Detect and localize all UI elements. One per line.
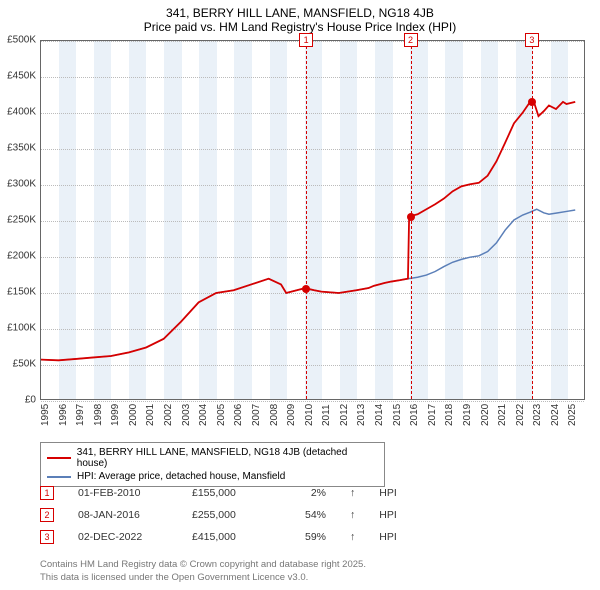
x-tick-label: 2004 [198, 404, 209, 426]
event-suffix: HPI [379, 531, 397, 543]
x-tick-label: 1999 [110, 404, 121, 426]
event-price: £155,000 [192, 487, 262, 499]
event-suffix: HPI [379, 509, 397, 521]
y-tick-label: £250K [7, 215, 36, 226]
legend: 341, BERRY HILL LANE, MANSFIELD, NG18 4J… [40, 442, 385, 487]
x-tick-label: 2022 [515, 404, 526, 426]
event-num-box: 3 [40, 530, 54, 544]
y-tick-label: £200K [7, 251, 36, 262]
legend-label-2: HPI: Average price, detached house, Mans… [77, 471, 285, 482]
x-tick-label: 2008 [269, 404, 280, 426]
y-tick-label: £400K [7, 107, 36, 118]
x-tick-label: 1995 [40, 404, 51, 426]
x-tick-label: 2018 [444, 404, 455, 426]
event-num-box: 2 [40, 508, 54, 522]
x-tick-label: 2020 [480, 404, 491, 426]
x-tick-label: 1998 [93, 404, 104, 426]
marker-line-3 [532, 41, 533, 399]
x-tick-label: 2014 [374, 404, 385, 426]
x-tick-label: 2011 [321, 404, 332, 426]
arrow-up-icon: ↑ [350, 487, 355, 499]
legend-label-1: 341, BERRY HILL LANE, MANSFIELD, NG18 4J… [77, 447, 378, 469]
x-tick-label: 2006 [233, 404, 244, 426]
event-date: 02-DEC-2022 [78, 531, 168, 543]
event-date: 01-FEB-2010 [78, 487, 168, 499]
y-tick-label: £0 [25, 395, 36, 406]
x-tick-label: 2025 [567, 404, 578, 426]
event-price: £415,000 [192, 531, 262, 543]
marker-dot-2 [407, 213, 415, 221]
x-tick-label: 2019 [462, 404, 473, 426]
event-table: 1 01-FEB-2010 £155,000 2% ↑ HPI 2 08-JAN-2016 £2… [40, 482, 397, 548]
y-tick-label: £500K [7, 35, 36, 46]
marker-dot-1 [302, 285, 310, 293]
series-hpi [41, 209, 575, 360]
event-date: 08-JAN-2016 [78, 509, 168, 521]
chart-title-line1: 341, BERRY HILL LANE, MANSFIELD, NG18 4J… [0, 0, 600, 20]
x-tick-label: 2005 [216, 404, 227, 426]
y-tick-label: £300K [7, 179, 36, 190]
y-tick-label: £50K [13, 359, 36, 370]
footer-line2: This data is licensed under the Open Gov… [40, 572, 366, 584]
arrow-up-icon: ↑ [350, 509, 355, 521]
event-pct: 54% [286, 509, 326, 521]
y-tick-label: £450K [7, 71, 36, 82]
plot-area: 123 [40, 40, 585, 400]
x-tick-label: 2001 [145, 404, 156, 426]
x-tick-label: 2024 [550, 404, 561, 426]
x-tick-label: 1996 [58, 404, 69, 426]
x-tick-label: 2000 [128, 404, 139, 426]
footer: Contains HM Land Registry data © Crown c… [40, 559, 366, 584]
chart-container: 341, BERRY HILL LANE, MANSFIELD, NG18 4J… [0, 0, 600, 590]
legend-swatch-1 [47, 457, 71, 459]
footer-line1: Contains HM Land Registry data © Crown c… [40, 559, 366, 571]
event-row-2: 2 08-JAN-2016 £255,000 54% ↑ HPI [40, 504, 397, 526]
x-axis-labels: 1995 1996 1997 1998 1999 2000 2001 2002 2003 2004… [40, 400, 585, 440]
x-tick-label: 2023 [532, 404, 543, 426]
y-tick-label: £100K [7, 323, 36, 334]
marker-box-3: 3 [525, 33, 539, 47]
marker-dot-3 [528, 98, 536, 106]
event-pct: 59% [286, 531, 326, 543]
x-tick-label: 2016 [409, 404, 420, 426]
event-pct: 2% [286, 487, 326, 499]
event-suffix: HPI [379, 487, 397, 499]
y-axis-labels: £0£50K£100K£150K£200K£250K£300K£350K£400… [0, 40, 38, 400]
marker-box-1: 1 [299, 33, 313, 47]
x-tick-label: 2002 [163, 404, 174, 426]
x-tick-label: 2013 [356, 404, 367, 426]
x-tick-label: 2017 [427, 404, 438, 426]
x-tick-label: 2012 [339, 404, 350, 426]
event-row-3: 3 02-DEC-2022 £415,000 59% ↑ HPI [40, 526, 397, 548]
x-tick-label: 2015 [392, 404, 403, 426]
event-num-box: 1 [40, 486, 54, 500]
x-tick-label: 2021 [497, 404, 508, 426]
x-tick-label: 1997 [75, 404, 86, 426]
marker-box-2: 2 [404, 33, 418, 47]
arrow-up-icon: ↑ [350, 531, 355, 543]
event-price: £255,000 [192, 509, 262, 521]
marker-line-1 [306, 41, 307, 399]
y-tick-label: £350K [7, 143, 36, 154]
x-tick-label: 2007 [251, 404, 262, 426]
x-tick-label: 2010 [304, 404, 315, 426]
event-row-1: 1 01-FEB-2010 £155,000 2% ↑ HPI [40, 482, 397, 504]
x-tick-label: 2003 [181, 404, 192, 426]
legend-swatch-2 [47, 476, 71, 478]
series-price_paid [41, 100, 575, 361]
y-tick-label: £150K [7, 287, 36, 298]
legend-row-1: 341, BERRY HILL LANE, MANSFIELD, NG18 4J… [47, 446, 378, 470]
x-tick-label: 2009 [286, 404, 297, 426]
